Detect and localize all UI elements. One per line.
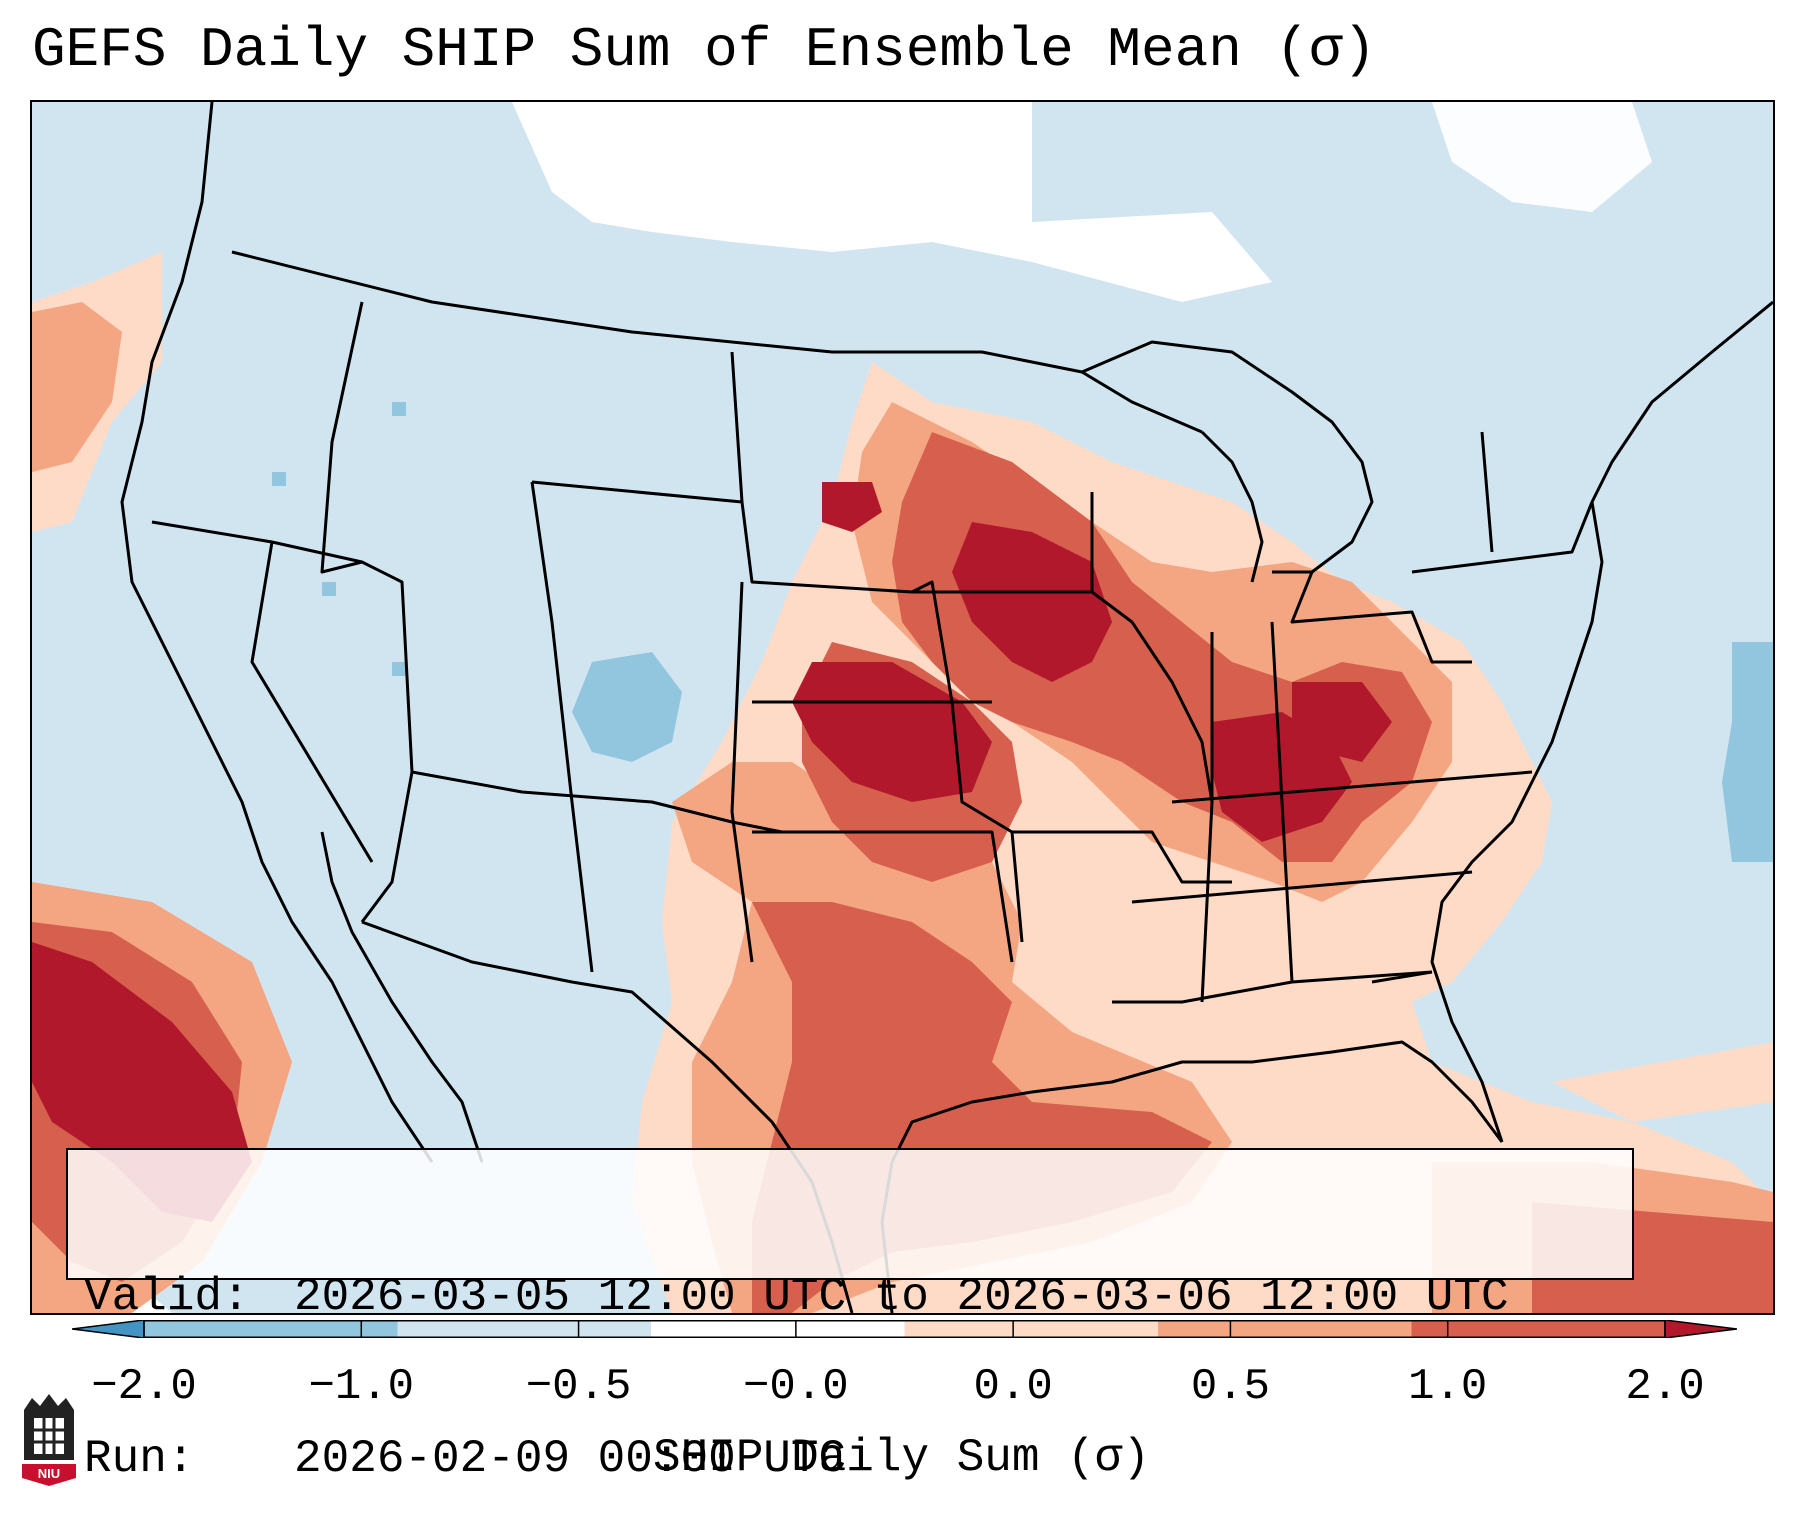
colorbar-label: SHIP Daily Sum (σ): [653, 1432, 1150, 1484]
colorbar-tick-label: −0.0: [743, 1362, 849, 1412]
colorbar-tick-label: 1.0: [1408, 1362, 1488, 1412]
valid-row: Valid: 2026-03-05 12:00 UTC to 2026-03-06…: [84, 1270, 1616, 1324]
run-value: 2026-02-09 00:00 UTC: [294, 1433, 847, 1485]
map-panel: [30, 100, 1775, 1315]
niu-logo: NIU: [22, 1394, 76, 1486]
map-title: GEFS Daily SHIP Sum of Ensemble Mean (σ): [32, 18, 1377, 82]
valid-label: Valid:: [84, 1271, 250, 1323]
boundary-lines: [120, 102, 1773, 1313]
colorbar-segment: [904, 1320, 1159, 1338]
colorbar-tick-label: −0.5: [525, 1362, 632, 1412]
colorbar-tick-label: −1.0: [308, 1362, 415, 1412]
colorbar-tick-label: 2.0: [1625, 1362, 1705, 1412]
positive-extreme-zone: [32, 482, 1392, 1222]
colorbar-segment: [651, 1320, 905, 1338]
colorbar-segment: [397, 1320, 652, 1338]
colorbar: [72, 1320, 1737, 1338]
run-label: Run:: [84, 1433, 195, 1485]
colorbar-extend-low: [72, 1320, 145, 1338]
colorbar-extend-high: [1664, 1320, 1737, 1338]
valid-value: 2026-03-05 12:00 UTC to 2026-03-06 12:00…: [294, 1271, 1509, 1323]
colorbar-tick-label: 0.5: [1190, 1362, 1271, 1412]
valid-run-info-box: Valid: 2026-03-05 12:00 UTC to 2026-03-06…: [66, 1148, 1634, 1485]
negative-zone: [272, 402, 1773, 862]
colorbar-segment: [1411, 1320, 1666, 1338]
colorbar-tick-label: 0.0: [973, 1362, 1053, 1412]
logo-text: NIU: [38, 1466, 60, 1481]
colorbar-segment: [1158, 1320, 1412, 1338]
run-row: Run: 2026-02-09 00:00 UTC: [84, 1432, 1616, 1486]
colorbar-segment: [144, 1320, 398, 1338]
colorbar-tick-label: −2.0: [91, 1362, 197, 1412]
ship-anomaly-map: [32, 102, 1773, 1313]
